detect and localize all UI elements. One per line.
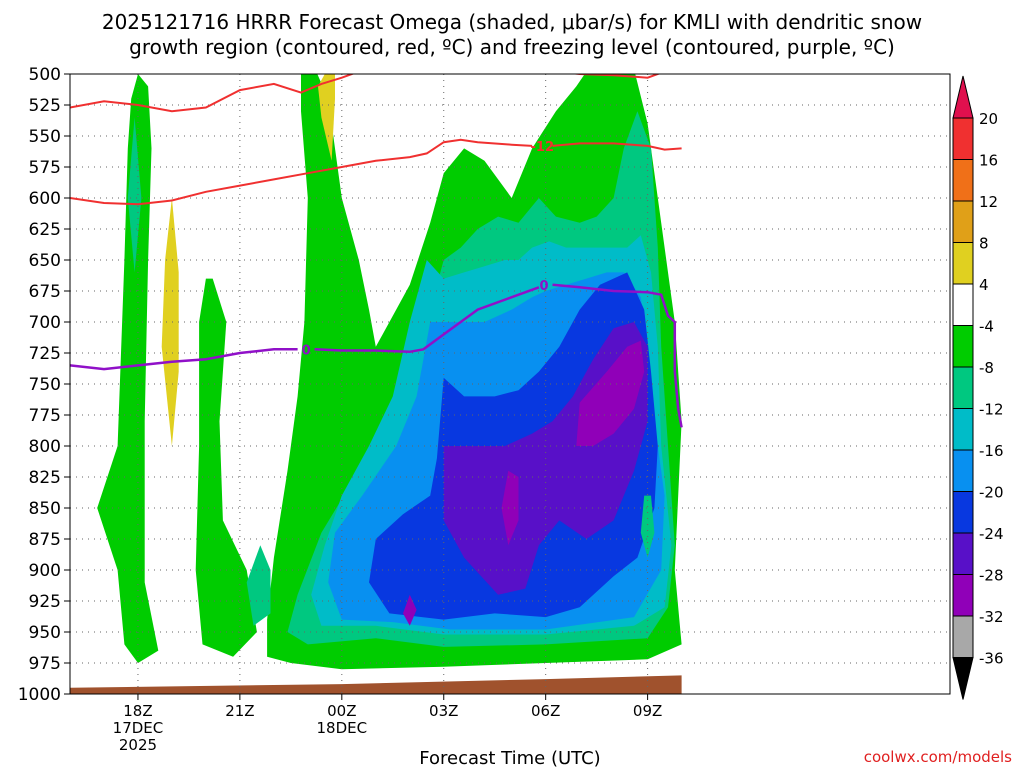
omega-region--28-10 (576, 340, 645, 446)
y-tick-label-525: 525 (29, 96, 61, 116)
freezing-level-label-1: 0 (539, 279, 548, 294)
colorbar-box-6 (952, 366, 974, 409)
omega-region--8-3 (246, 545, 271, 626)
y-tick-label-1000: 1000 (18, 685, 61, 705)
x-tick-label-18Z-0: 18Z (123, 702, 152, 720)
y-tick-label-900: 900 (29, 561, 61, 581)
omega-region-4-14 (318, 74, 335, 161)
colorbar-box-2 (952, 200, 974, 243)
y-tick-label-550: 550 (29, 127, 61, 147)
x-tick-label-18Z-2: 2025 (119, 736, 157, 754)
colorbar-label-2: 12 (979, 193, 998, 211)
chart-title-line2: growth region (contoured, red, ºC) and f… (129, 35, 895, 59)
colorbar-label-9: -20 (979, 484, 1004, 502)
y-tick-label-600: 600 (29, 189, 61, 209)
y-tick-label-650: 650 (29, 251, 61, 271)
y-tick-label-775: 775 (29, 406, 61, 426)
colorbar-label-10: -24 (979, 525, 1004, 543)
colorbar-box-1 (952, 159, 974, 202)
colorbar-box-8 (952, 449, 974, 492)
colorbar-box-5 (952, 325, 974, 368)
colorbar-label-12: -32 (979, 608, 1004, 626)
colorbar-box-0 (952, 117, 974, 160)
colorbar-label-3: 8 (979, 235, 989, 253)
x-tick-label-06Z-0: 06Z (531, 702, 560, 720)
y-tick-label-850: 850 (29, 499, 61, 519)
y-tick-label-675: 675 (29, 282, 61, 302)
colorbar: 20 16 12 8 4 -4 -8 -12 -16 -20 -24 -28 -32 -36 (952, 75, 1004, 700)
y-tick-label-750: 750 (29, 375, 61, 395)
freezing-level-contour-1 (314, 286, 540, 354)
omega-region--28-11 (501, 470, 519, 546)
colorbar-label-11: -28 (979, 567, 1004, 585)
terrain-ground (70, 674, 682, 694)
omega-shaded-regions (97, 74, 682, 670)
y-tick-label-500: 500 (29, 65, 61, 85)
omega-region-4-15 (161, 198, 179, 446)
y-tick-label-725: 725 (29, 344, 61, 364)
colorbar-label-1: 16 (979, 152, 998, 170)
colorbar-box-3 (952, 242, 974, 285)
colorbar-box-10 (952, 532, 974, 575)
omega-region--4-0 (97, 74, 159, 663)
colorbar-label-6: -8 (979, 359, 994, 377)
colorbar-box-7 (952, 408, 974, 451)
chart-title-line1: 2025121716 HRRR Forecast Omega (shaded, … (102, 10, 922, 34)
y-tick-label-925: 925 (29, 592, 61, 612)
x-tick-label-09Z-0: 09Z (633, 702, 662, 720)
y-tick-label-950: 950 (29, 623, 61, 643)
y-tick-label-575: 575 (29, 158, 61, 178)
dgz-contour-1 (359, 69, 417, 72)
x-tick-label-18Z-1: 17DEC (113, 719, 164, 737)
colorbar-box-4 (952, 283, 974, 326)
y-tick-label-800: 800 (29, 437, 61, 457)
colorbar-label-5: -4 (979, 318, 994, 336)
colorbar-box-9 (952, 491, 974, 534)
x-tick-label-21Z-0: 21Z (225, 702, 254, 720)
x-tick-label-00Z-0: 00Z (327, 702, 356, 720)
freezing-level-label-0: 0 (302, 343, 311, 358)
y-tick-label-625: 625 (29, 220, 61, 240)
x-axis-label: Forecast Time (UTC) (419, 748, 600, 768)
axes: 500 525 550 575 600 625 650 675 700 725 750 775 800 8… (18, 65, 951, 754)
dgz-contour-3 (70, 138, 533, 206)
x-tick-label-00Z-1: 18DEC (317, 719, 368, 737)
colorbar-top-arrow (952, 75, 974, 119)
colorbar-label-7: -12 (979, 401, 1004, 419)
omega-region--8-4 (127, 117, 142, 273)
contour-lines: -12 0 0 (70, 69, 683, 428)
colorbar-label-0: 20 (979, 110, 998, 128)
omega-region--8-13 (640, 495, 655, 558)
freezing-level-contour-2 (552, 283, 683, 428)
dgz-contour-2 (570, 74, 661, 79)
dgz-contour-4 (552, 142, 682, 151)
y-tick-label-975: 975 (29, 654, 61, 674)
y-tick-label-875: 875 (29, 530, 61, 550)
colorbar-box-11 (952, 574, 974, 617)
ground-terrain (70, 674, 682, 694)
y-tick-label-700: 700 (29, 313, 61, 333)
colorbar-label-4: 4 (979, 276, 989, 294)
omega-region--4-1 (195, 278, 257, 657)
omega-region--28-12 (403, 594, 417, 626)
grid-lines (70, 74, 950, 694)
dgz-contour-label: -12 (531, 140, 555, 155)
x-tick-label-03Z-0: 03Z (429, 702, 458, 720)
colorbar-label-13: -36 (979, 650, 1004, 668)
y-tick-label-825: 825 (29, 468, 61, 488)
colorbar-label-8: -16 (979, 442, 1004, 460)
freezing-level-contour-0 (70, 348, 298, 371)
dgz-contour-0 (70, 74, 355, 113)
colorbar-box-12 (952, 615, 974, 658)
credit-text: coolwx.com/models (864, 748, 1012, 766)
colorbar-bottom-arrow (952, 657, 974, 700)
